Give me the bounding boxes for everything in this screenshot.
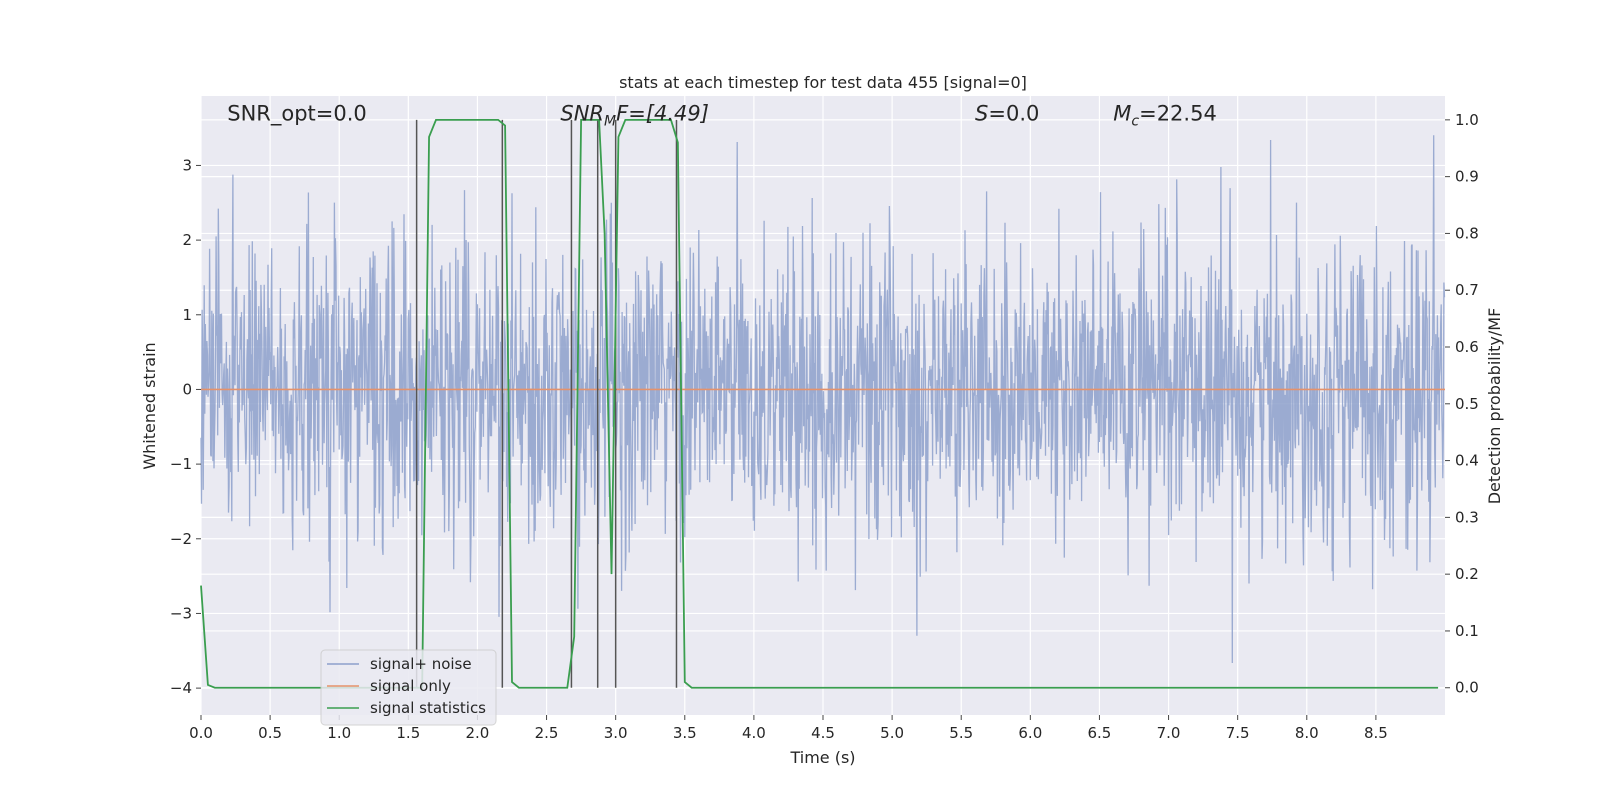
- x-tick-label: 2.0: [466, 724, 490, 742]
- y-tick-label: −1: [170, 455, 192, 473]
- x-axis-label: Time (s): [789, 748, 855, 767]
- legend-label-signal-statistics: signal statistics: [370, 699, 486, 717]
- x-tick-labels: 0.0 0.5 1.0 1.5 2.0 2.5 3.0 3.5 4.0 4.5 5.0 5.5 6.0 6…: [189, 715, 1388, 742]
- y2-tick-label: 0.3: [1455, 508, 1479, 526]
- y-tick-label: −2: [170, 530, 192, 548]
- x-tick-label: 4.0: [742, 724, 766, 742]
- y2-tick-label: 0.1: [1455, 622, 1479, 640]
- annotations: SNR_opt=0.0 SNRMF=[4.49] S=0.0 Mc=22.54: [227, 102, 1217, 130]
- y2-tick-label: 0.7: [1455, 281, 1479, 299]
- x-tick-label: 2.5: [535, 724, 559, 742]
- y2-tick-label: 0.8: [1455, 224, 1479, 242]
- y2-tick-label: 0.6: [1455, 338, 1479, 356]
- vertical-markers: [415, 119, 678, 688]
- x-tick-label: 5.5: [949, 724, 973, 742]
- chart-title: stats at each timestep for test data 455…: [619, 73, 1027, 92]
- x-tick-label: 8.5: [1364, 724, 1388, 742]
- y2-tick-label: 1.0: [1455, 111, 1479, 129]
- x-tick-label: 6.5: [1088, 724, 1112, 742]
- x-tick-label: 4.5: [811, 724, 835, 742]
- x-tick-label: 0.0: [189, 724, 213, 742]
- x-tick-label: 7.0: [1157, 724, 1181, 742]
- x-tick-label: 8.0: [1295, 724, 1319, 742]
- y2-tick-label: 0.9: [1455, 168, 1479, 186]
- legend: signal+ noise signal only signal statist…: [320, 649, 497, 726]
- x-tick-label: 6.0: [1018, 724, 1042, 742]
- annotation: Mc=22.54: [1113, 102, 1217, 130]
- y2-tick-labels: 0.0 0.1 0.2 0.3 0.4 0.5 0.6 0.7 0.8 0.9 1.0: [1445, 111, 1479, 697]
- y2-tick-label: 0.0: [1455, 679, 1479, 697]
- y-tick-label: 1: [182, 306, 192, 324]
- x-tick-label: 7.5: [1226, 724, 1250, 742]
- annotation: SNRMF=[4.49]: [560, 102, 709, 130]
- x-tick-label: 3.0: [604, 724, 628, 742]
- x-tick-label: 3.5: [673, 724, 697, 742]
- legend-box: [320, 649, 497, 726]
- y-tick-labels: −4 −3 −2 −1 0 1 2 3: [170, 156, 201, 697]
- legend-label-signal-only: signal only: [370, 677, 451, 695]
- y-tick-label: 2: [182, 231, 192, 249]
- y2-tick-label: 0.5: [1455, 395, 1479, 413]
- y-tick-label: 3: [182, 156, 192, 174]
- series-signal-noise: [200, 135, 1446, 664]
- y-tick-label: −4: [170, 679, 192, 697]
- y2-axis-label: Detection probability/MF: [1485, 308, 1504, 505]
- x-tick-label: 1.0: [327, 724, 351, 742]
- legend-label-signal-noise: signal+ noise: [370, 655, 472, 673]
- annotation: SNR_opt=0.0: [227, 102, 367, 127]
- series-line-signal-noise: [200, 135, 1446, 664]
- y2-tick-label: 0.2: [1455, 565, 1479, 583]
- x-tick-label: 0.5: [258, 724, 282, 742]
- y2-tick-label: 0.4: [1455, 452, 1479, 470]
- x-tick-label: 1.5: [396, 724, 420, 742]
- y-tick-label: −3: [170, 604, 192, 622]
- annotation: S=0.0: [975, 102, 1039, 126]
- y-axis-label: Whitened strain: [140, 342, 159, 469]
- y-tick-label: 0: [182, 380, 192, 398]
- x-tick-label: 5.0: [880, 724, 904, 742]
